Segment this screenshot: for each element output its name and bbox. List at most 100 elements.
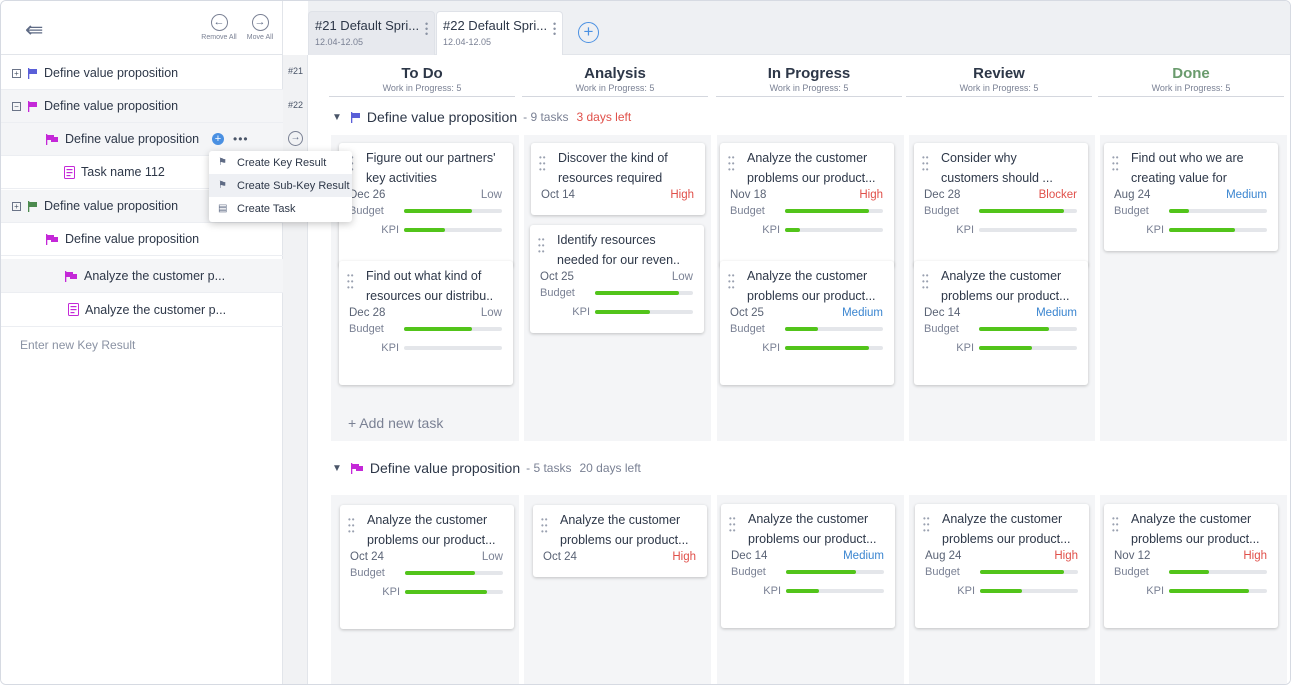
flag-icon — [350, 111, 361, 123]
card-priority: Medium — [843, 550, 884, 562]
sidebar-item-task[interactable]: Task name 112 — [1, 156, 283, 189]
card-date: Dec 26 — [349, 189, 386, 201]
task-card[interactable]: •• •• •• Analyze the customer problems our … — [720, 143, 894, 267]
column-name: Done — [1172, 65, 1210, 82]
task-card[interactable]: •• •• •• Analyze the customer problems our … — [915, 504, 1089, 628]
card-meta: Nov 12 High — [1114, 550, 1267, 562]
card-meta: Nov 18 High — [730, 189, 883, 201]
group-header[interactable]: ▼ Define value proposition - 9 tasks 3 d… — [332, 109, 631, 125]
task-card[interactable]: •• •• •• Discover the kind of resources req… — [531, 143, 705, 215]
sidebar-item-task[interactable]: Analyze the customer p... — [1, 293, 283, 327]
add-new-task-button[interactable]: + Add new task — [348, 415, 444, 431]
add-tab-icon[interactable]: + — [578, 22, 599, 43]
group-task-count: - 5 tasks — [526, 461, 572, 475]
create-key-result-menu-item[interactable]: ⚑ Create Key Result — [209, 151, 352, 174]
drag-handle-icon[interactable]: •••••• — [347, 271, 355, 292]
drag-handle-icon[interactable]: •••••• — [922, 271, 930, 292]
task-icon — [64, 165, 75, 179]
drag-handle-icon[interactable]: •••••• — [348, 515, 356, 536]
budget-bar: Budget — [540, 283, 693, 302]
drag-handle-icon[interactable]: •••••• — [1112, 153, 1120, 174]
budget-track — [979, 208, 1077, 213]
card-priority: Medium — [1226, 189, 1267, 201]
task-card[interactable]: •• •• •• Analyze the customer problems our … — [914, 261, 1088, 385]
drag-handle-icon[interactable]: •••••• — [728, 153, 736, 174]
task-card[interactable]: •• •• •• Analyze the customer problems our … — [721, 504, 895, 628]
move-all-button[interactable]: → Move All — [230, 14, 290, 41]
sidebar-item-sub-key-result[interactable]: Define value proposition — [1, 223, 283, 256]
flag-icon — [27, 200, 38, 212]
kpi-label: KPI — [956, 223, 974, 236]
card-priority: High — [670, 189, 694, 201]
kpi-track — [404, 227, 502, 232]
drag-handle-icon[interactable]: •••••• — [539, 153, 547, 174]
group-header[interactable]: ▼ Define value proposition - 5 tasks 20 … — [332, 460, 641, 476]
drag-handle-icon[interactable]: •••••• — [728, 271, 736, 292]
kpi-track — [595, 309, 693, 314]
sidebar-item-label: Define value proposition — [65, 132, 200, 146]
card-title: Find out who we are creating value for — [1131, 151, 1244, 185]
context-menu: ⚑ Create Key Result ⚑ Create Sub-Key Resul… — [209, 151, 352, 222]
chevron-down-icon[interactable]: ▼ — [332, 462, 342, 474]
budget-bar: Budget — [731, 562, 884, 581]
task-card[interactable]: •• •• •• Analyze the customer problems our … — [533, 505, 707, 577]
create-task-menu-item[interactable]: ▤ Create Task — [209, 197, 352, 220]
drag-handle-icon[interactable]: •••••• — [541, 515, 549, 536]
budget-fill — [595, 290, 680, 295]
task-card[interactable]: •• •• •• Identify resources needed for our … — [530, 225, 704, 333]
budget-bar: Budget — [1114, 562, 1267, 581]
task-card[interactable]: •• •• •• Analyze the customer problems our … — [340, 505, 514, 629]
move-right-circle-icon[interactable]: → — [288, 131, 303, 146]
column-wip: Work in Progress: 5 — [1151, 83, 1231, 93]
task-card[interactable]: •• •• •• Find out what kind of resources ou… — [339, 261, 513, 385]
drag-handle-icon[interactable]: •••••• — [922, 153, 930, 174]
card-meta: Oct 24 High — [543, 551, 696, 563]
budget-label: Budget — [350, 566, 385, 579]
budget-track — [979, 326, 1077, 331]
create-sub-key-result-menu-item[interactable]: ⚑ Create Sub-Key Result — [209, 174, 352, 197]
kpi-bar: KPI — [730, 220, 883, 239]
kpi-track — [980, 588, 1078, 593]
chevron-down-icon[interactable]: ▼ — [332, 111, 342, 123]
tab-sprint-21[interactable]: #21 Default Spri... 12.04-12.05 • • • — [308, 11, 435, 55]
remove-all-button[interactable]: ← Remove All — [189, 14, 249, 41]
task-card[interactable]: ••••••Figure out our partners' key activ… — [339, 143, 513, 267]
tab-dates: 12.04-12.05 — [315, 37, 364, 47]
more-options-icon[interactable]: ••• — [233, 132, 249, 146]
card-priority: High — [1243, 550, 1267, 562]
card-title: Consider why customers should ... — [941, 151, 1053, 185]
card-title: Analyze the customer problems our produc… — [747, 151, 876, 185]
drag-handle-icon[interactable]: • • • — [553, 19, 557, 39]
task-card[interactable]: •• •• •• Consider why customers should ... D… — [914, 143, 1088, 267]
task-card[interactable]: •• •• •• Analyze the customer problems our … — [720, 261, 894, 385]
menu-item-label: Create Task — [237, 202, 296, 215]
expand-icon[interactable]: + — [12, 201, 21, 211]
budget-fill — [405, 570, 475, 575]
drag-handle-icon[interactable]: •••••• — [729, 514, 737, 535]
card-title: Figure out our partners' key activities — [366, 151, 496, 185]
drag-handle-icon[interactable]: •••••• — [923, 514, 931, 535]
card-meta: Oct 25 Low — [540, 271, 693, 283]
add-icon[interactable]: + — [212, 133, 224, 145]
drag-handle-icon[interactable]: • • • — [425, 19, 429, 39]
sidebar-item-key-result[interactable]: − Define value proposition — [1, 90, 283, 123]
task-card[interactable]: •• •• •• Find out who we are creating value… — [1104, 143, 1278, 251]
column-header-done: Done Work in Progress: 5 — [1098, 65, 1284, 97]
sidebar-item-sub-key-result[interactable]: Define value proposition — [1, 123, 283, 156]
collapse-icon[interactable]: − — [12, 101, 21, 111]
budget-fill — [979, 326, 1049, 331]
kpi-label: KPI — [381, 223, 399, 236]
sidebar-item-key-result[interactable]: + Define value proposition — [1, 57, 283, 90]
tab-sprint-22[interactable]: #22 Default Spri... 12.04-12.05 • • • — [436, 11, 563, 55]
card-priority: Low — [480, 189, 502, 201]
drag-handle-icon[interactable]: •••••• — [538, 235, 546, 256]
expand-icon[interactable]: + — [12, 68, 21, 78]
sidebar-item-sub-key-result[interactable]: Analyze the customer p... — [1, 259, 283, 293]
sprint-number-column: #21 #22 — [283, 55, 308, 684]
arrow-right-circle-icon: → — [251, 14, 269, 31]
new-key-result-input[interactable]: Enter new Key Result — [20, 338, 136, 352]
drag-handle-icon[interactable]: •••••• — [1112, 514, 1120, 535]
task-card[interactable]: •• •• •• Analyze the customer problems our … — [1104, 504, 1278, 628]
collapse-sidebar-icon[interactable]: ⇚ — [25, 17, 44, 42]
card-priority: Low — [671, 271, 693, 283]
